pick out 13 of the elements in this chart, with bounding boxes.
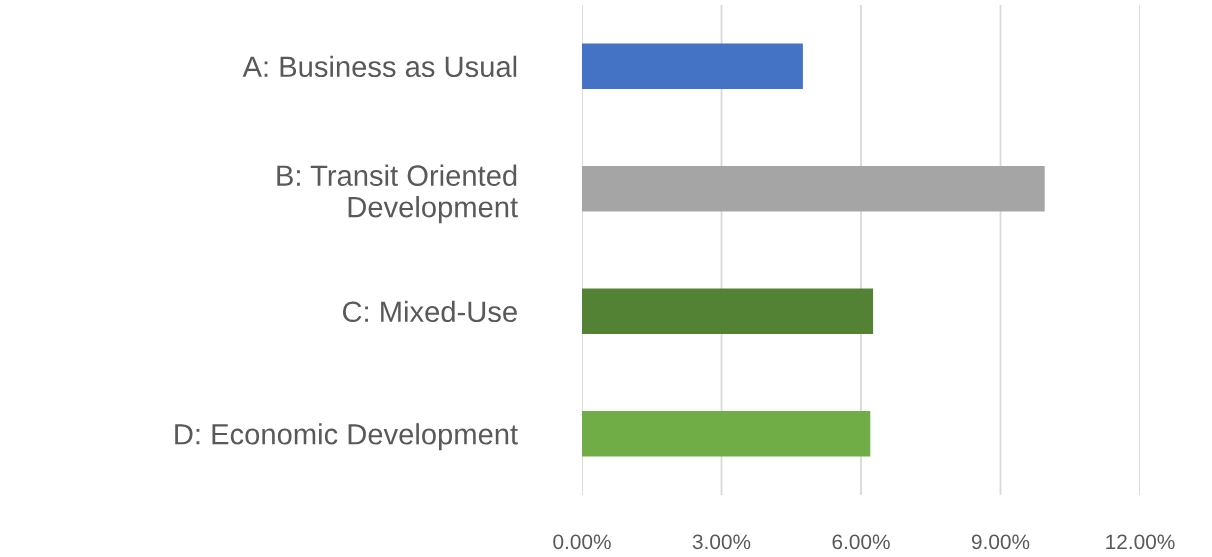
y-tick-label: D: Economic Development (175, 423, 518, 451)
bar (582, 288, 874, 334)
bar (582, 411, 871, 457)
bar (582, 43, 803, 89)
bar (582, 166, 1045, 212)
x-tick-label: 9.00% (971, 534, 1030, 550)
y-tick-label: B: Transit Oriented Development (277, 164, 518, 224)
x-tick-label: 3.00% (692, 534, 751, 550)
y-tick-label: A: Business as Usual (242, 55, 517, 78)
y-tick-label: C: Mixed-Use (342, 300, 517, 323)
x-tick-label: 12.00% (1106, 534, 1175, 550)
x-tick-label: 0.00% (553, 534, 611, 550)
x-tick-label: 6.00% (832, 534, 890, 550)
